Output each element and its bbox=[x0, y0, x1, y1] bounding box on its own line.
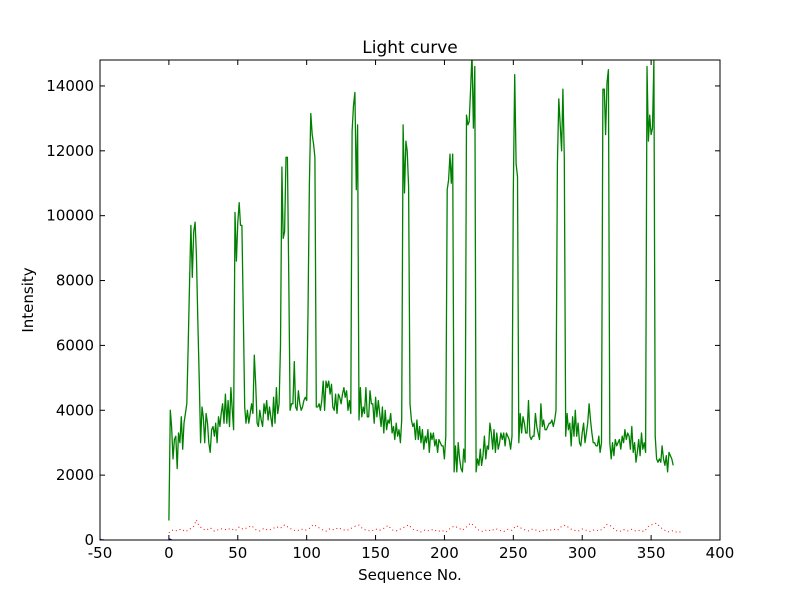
chart-title: Light curve bbox=[362, 38, 457, 58]
x-tick-label: 350 bbox=[637, 544, 666, 562]
y-tick-label: 4000 bbox=[56, 401, 94, 419]
x-tick-label: 100 bbox=[292, 544, 321, 562]
x-tick-label: 50 bbox=[228, 544, 247, 562]
y-tick-label: 0 bbox=[84, 531, 94, 549]
x-tick-label: -50 bbox=[88, 544, 113, 562]
x-tick-label: 250 bbox=[499, 544, 528, 562]
y-tick-label: 14000 bbox=[46, 77, 94, 95]
y-tick-label: 2000 bbox=[56, 466, 94, 484]
series-line-0 bbox=[168, 60, 674, 521]
x-axis-label: Sequence No. bbox=[358, 566, 462, 584]
x-tick-label: 0 bbox=[164, 544, 174, 562]
y-tick-label: 8000 bbox=[56, 272, 94, 290]
x-tick-label: 200 bbox=[430, 544, 459, 562]
y-tick-label: 10000 bbox=[46, 207, 94, 225]
x-tick-label: 400 bbox=[706, 544, 735, 562]
y-axis-label: Intensity bbox=[19, 267, 37, 332]
x-tick-label: 300 bbox=[568, 544, 597, 562]
ticks-layer: -50 0 50 100 150 200 250 300 350 4000200040006000… bbox=[46, 60, 734, 562]
y-tick-label: 6000 bbox=[56, 336, 94, 354]
y-tick-label: 12000 bbox=[46, 142, 94, 160]
plot-frame bbox=[99, 59, 721, 541]
x-tick-label: 150 bbox=[361, 544, 390, 562]
